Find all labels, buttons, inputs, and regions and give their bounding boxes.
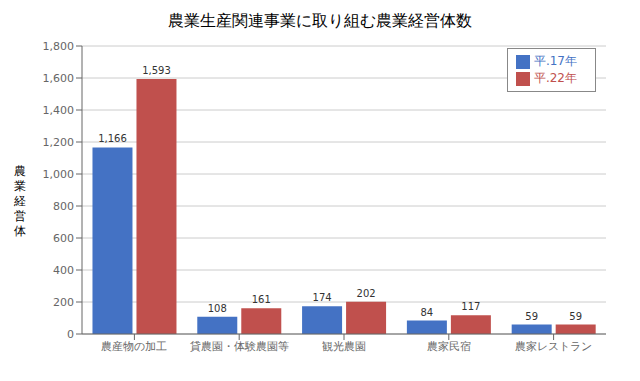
svg-text:1,166: 1,166 [98, 133, 127, 144]
html-text:平.22年: 平.22年 [533, 71, 577, 85]
svg-text:600: 600 [53, 232, 74, 245]
svg-text:貸農園・体験農園等: 貸農園・体験農園等 [190, 340, 289, 353]
svg-text:農家民宿: 農家民宿 [427, 340, 471, 353]
svg-text:108: 108 [208, 303, 227, 314]
svg-text:174: 174 [313, 292, 332, 303]
svg-text:161: 161 [252, 294, 271, 305]
svg-text:0: 0 [67, 328, 74, 341]
svg-text:59: 59 [525, 311, 538, 322]
html-text:農 業 経 営 体: 農 業 経 営 体 [14, 164, 26, 238]
svg-text:400: 400 [53, 264, 74, 277]
svg-text:200: 200 [53, 296, 74, 309]
svg-text:202: 202 [357, 288, 376, 299]
html-text:農業生産関連事業に取り組む農業経営体数: 農業生産関連事業に取り組む農業経営体数 [168, 11, 472, 30]
svg-text:800: 800 [53, 200, 74, 213]
svg-text:1,000: 1,000 [43, 168, 75, 181]
svg-text:1,600: 1,600 [43, 72, 75, 85]
svg-text:1,800: 1,800 [43, 40, 75, 53]
svg-text:117: 117 [461, 301, 480, 312]
svg-text:1,400: 1,400 [43, 104, 75, 117]
svg-text:農家レストラン: 農家レストラン [515, 340, 592, 353]
svg-text:1,200: 1,200 [43, 136, 75, 149]
svg-text:観光農園: 観光農園 [322, 340, 366, 353]
html-text:平.17年: 平.17年 [533, 54, 577, 68]
svg-text:農産物の加工: 農産物の加工 [101, 340, 167, 353]
svg-text:59: 59 [569, 311, 582, 322]
svg-text:84: 84 [421, 307, 434, 318]
svg-text:1,593: 1,593 [142, 65, 171, 76]
